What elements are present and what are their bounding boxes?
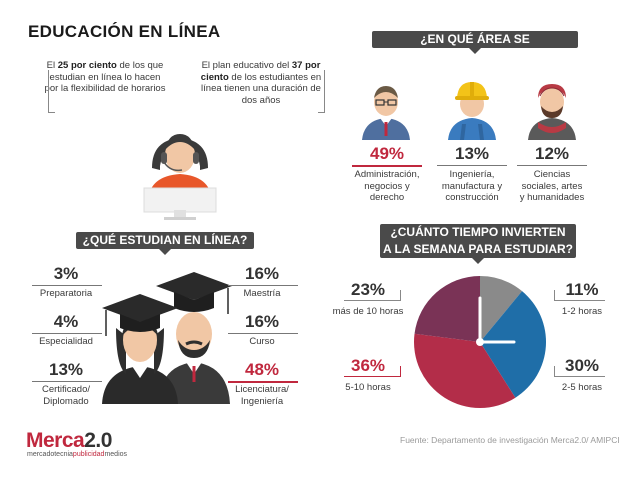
study-course-label: Curso <box>249 336 275 347</box>
note-right-bracket <box>318 70 325 113</box>
brand-tagline: mercadotecniapublicidadmedios <box>27 451 128 458</box>
study-bachelor-pct: 48% <box>244 360 280 379</box>
time-pie-chart <box>414 276 546 408</box>
study-bachelor-label: Licenciatura/Ingeniería <box>235 384 289 407</box>
study-prep-underline <box>32 285 102 286</box>
engineer-person-icon <box>448 82 496 140</box>
study-bachelor-underline <box>228 381 298 383</box>
pie-label-2-5-line <box>554 366 605 377</box>
study-certificate-pct: 13% <box>48 360 84 379</box>
time-banner: ¿CUÁNTO TIEMPO INVIERTEN A LA SEMANA PARA… <box>380 224 576 264</box>
pie-label-5-10-pct: 36% <box>350 356 386 375</box>
pie-label-5-10-line <box>344 366 401 377</box>
area-engineering-label: Ingeniería, manufactura y construcción <box>441 169 503 203</box>
pie-label-1-2-pct: 11% <box>565 280 599 299</box>
pie-label-2-5-text: 2-5 horas <box>561 382 603 393</box>
area-engineering-pct: 13% <box>454 144 490 163</box>
area-social-pct: 12% <box>534 144 570 163</box>
admin-person-icon <box>362 86 410 140</box>
study-specialty-pct: 4% <box>53 312 79 331</box>
area-social-underline <box>517 165 587 166</box>
study-course-pct: 16% <box>244 312 280 331</box>
area-engineering-underline <box>437 165 507 166</box>
study-specialty-label: Especialidad <box>39 336 93 347</box>
area-admin-label: Administración, negocios y derecho <box>354 169 420 203</box>
study-prep-pct: 3% <box>53 264 79 283</box>
pie-label-1-2-line <box>554 290 605 301</box>
study-course-underline <box>228 333 298 334</box>
pie-label-more10-pct: 23% <box>350 280 386 299</box>
pie-slice-2-5-horas <box>480 291 546 398</box>
social-sciences-person-icon <box>528 84 576 140</box>
study-masters-pct: 16% <box>244 264 280 283</box>
pie-label-1-2-text: 1-2 horas <box>561 306 603 317</box>
clock-center <box>476 338 484 346</box>
note-flexibility: El 25 por ciento de los que estudian en … <box>44 60 166 94</box>
study-certificate-underline <box>32 381 102 382</box>
page-title: EDUCACIÓN EN LÍNEA <box>28 22 221 41</box>
study-prep-label: Preparatoria <box>39 288 93 299</box>
area-admin-underline <box>352 165 422 167</box>
study-masters-underline <box>228 285 298 286</box>
pie-slice-m-s-de-10-horas <box>414 276 480 342</box>
study-specialty-underline <box>32 333 102 334</box>
note-left-bracket <box>48 70 55 113</box>
area-banner: ¿EN QUÉ ÁREA SE DESENVUELVEN? <box>372 31 578 63</box>
area-admin-pct: 49% <box>369 144 405 163</box>
study-masters-label: Maestría <box>243 288 281 299</box>
pie-label-more10-line <box>344 290 401 301</box>
note-duration: El plan educativo del 37 por ciento de l… <box>200 60 322 106</box>
source-note: Fuente: Departamento de investigación Me… <box>400 435 620 445</box>
study-certificate-label: Certificado/Diplomado <box>41 384 91 407</box>
study-banner: ¿QUÉ ESTUDIAN EN LÍNEA? <box>76 232 254 255</box>
pie-label-5-10-text: 5-10 horas <box>345 382 391 393</box>
student-computer-illustration <box>143 134 217 220</box>
pie-label-more10-text: más de 10 horas <box>332 306 404 317</box>
brand-logo: Merca2.0 <box>26 429 112 452</box>
area-social-label: Ciencias sociales, artes y humanidades <box>519 169 585 203</box>
pie-label-2-5-pct: 30% <box>564 356 600 375</box>
pie-slice-1-2-horas <box>480 276 523 342</box>
pie-slice-5-10-horas <box>414 333 516 408</box>
graduates-illustration <box>102 272 232 404</box>
